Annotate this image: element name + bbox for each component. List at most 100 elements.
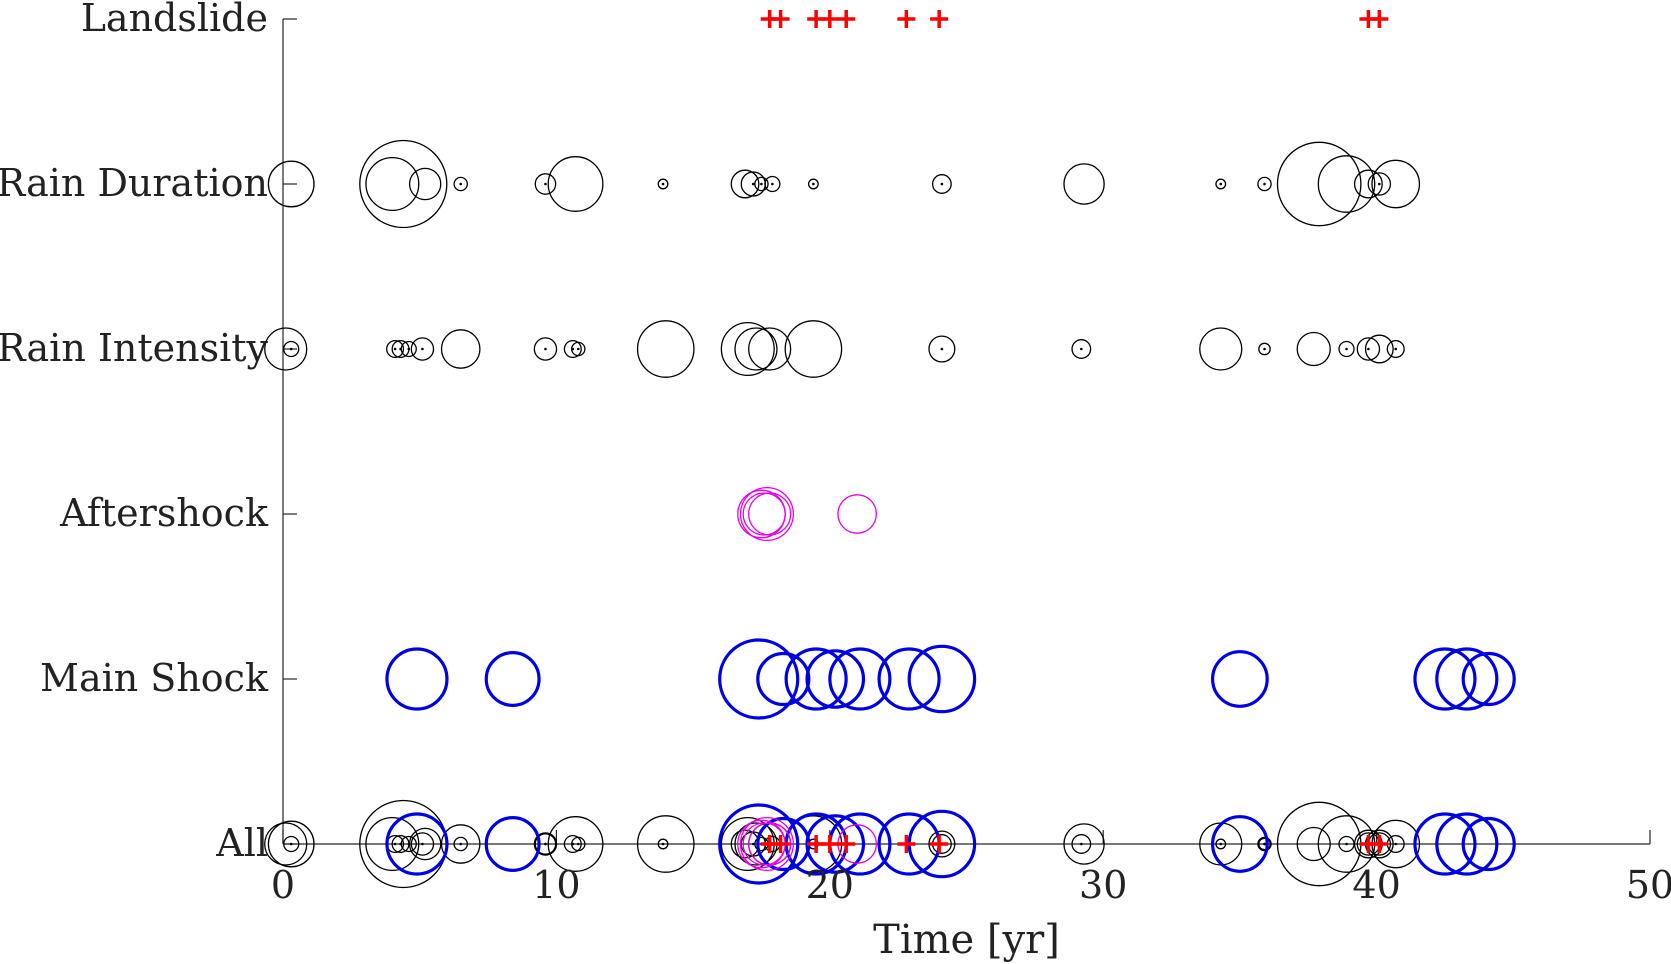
- rain-intensity-marker-all-rain-intensity-7: [533, 832, 558, 856]
- rain-duration-marker-center-rain-duration-7: [661, 182, 665, 186]
- rain-intensity-marker-center-rain-intensity-16: [1080, 347, 1083, 351]
- rain-duration-marker-all-rain-duration-1: [365, 816, 420, 872]
- x-tick-label-20: 20: [806, 863, 854, 907]
- landslide-marker-landslide-3: [820, 10, 839, 28]
- rain-intensity-marker-rain-intensity-20: [1338, 340, 1355, 358]
- main-shock-marker-main-shock-5: [805, 649, 866, 709]
- rain-intensity-marker-center-rain-intensity-4: [407, 347, 411, 351]
- rain-duration-marker-rain-duration-21: [1371, 159, 1421, 209]
- rain-duration-marker-rain-duration-3: [408, 167, 442, 201]
- rain-duration-marker-center-rain-duration-9: [751, 182, 755, 186]
- rain-intensity-marker-center-all-rain-intensity-4: [407, 842, 411, 846]
- rain-duration-marker-rain-duration-15: [1215, 178, 1227, 190]
- rain-intensity-marker-center-all-rain-intensity-18: [1263, 842, 1266, 846]
- rain-intensity-marker-all-rain-intensity-10: [636, 815, 695, 873]
- landslide-marker-all-landslide-5: [897, 835, 916, 853]
- x-tick-label-50: 50: [1626, 863, 1671, 907]
- rain-duration-marker-center-rain-duration-11: [771, 182, 774, 186]
- rain-duration-marker-rain-duration-17: [1276, 141, 1362, 227]
- rain-intensity-marker-all-rain-intensity-19: [1296, 826, 1331, 862]
- rain-duration-marker-center-rain-duration-10: [760, 182, 763, 186]
- rain-duration-marker-rain-duration-4: [453, 176, 468, 192]
- rain-duration-marker-rain-duration-14: [1063, 163, 1105, 205]
- x-tick-label-40: 40: [1352, 863, 1400, 907]
- rain-intensity-marker-rain-intensity-23: [1386, 339, 1405, 359]
- main-shock-marker-all-main-shock-2: [718, 803, 800, 885]
- main-shock-marker-all-main-shock-12: [1461, 816, 1516, 872]
- main-shock-marker-all-main-shock-1: [484, 815, 541, 872]
- landslide-marker-landslide-1: [771, 10, 790, 28]
- rain-duration-marker-rain-duration-6: [547, 156, 604, 212]
- rain-duration-marker-center-all-rain-duration-9: [751, 842, 755, 846]
- rain-intensity-marker-rain-intensity-5: [410, 337, 435, 361]
- axes: [282, 18, 1651, 845]
- rain-intensity-marker-rain-intensity-22: [1364, 334, 1394, 364]
- main-shock-marker-main-shock-3: [756, 651, 811, 707]
- y-tick-label-rain-duration: Rain Duration: [0, 161, 268, 205]
- y-tick-label-landslide: Landslide: [81, 0, 268, 40]
- rain-intensity-marker-all-rain-intensity-8: [563, 834, 582, 854]
- rain-duration-marker-all-rain-duration-6: [547, 816, 604, 872]
- rain-intensity-marker-center-rain-intensity-1: [289, 347, 293, 351]
- rain-intensity-marker-center-all-rain-intensity-9: [576, 842, 580, 846]
- rain-intensity-marker-rain-intensity-17: [1199, 327, 1243, 371]
- rain-duration-marker-rain-duration-2: [359, 139, 448, 229]
- x-tick-label-0: 0: [271, 863, 295, 907]
- rain-duration-marker-center-all-rain-duration-15: [1219, 842, 1223, 846]
- rain-duration-marker-all-rain-duration-16: [1257, 836, 1272, 852]
- main-shock-marker-main-shock-10: [1413, 647, 1477, 711]
- rain-intensity-marker-rain-intensity-7: [533, 337, 558, 361]
- main-shock-marker-main-shock-2: [718, 638, 800, 720]
- rain-duration-marker-rain-duration-13: [931, 174, 952, 194]
- landslide-marker-all-landslide-3: [820, 835, 839, 853]
- main-shock-marker-all-main-shock-11: [1435, 812, 1499, 876]
- chart-marks: [264, 10, 1516, 889]
- rain-intensity-marker-rain-intensity-19: [1296, 331, 1331, 367]
- rain-intensity-marker-rain-intensity-14: [784, 320, 843, 378]
- landslide-marker-landslide-8: [1370, 10, 1389, 28]
- x-tick-label-10: 10: [532, 863, 580, 907]
- aftershock-marker-aftershock-4: [837, 494, 877, 534]
- rain-intensity-marker-rain-intensity-11: [720, 321, 775, 377]
- rain-intensity-marker-center-all-rain-intensity-2: [393, 842, 397, 846]
- rain-intensity-marker-all-rain-intensity-5: [410, 832, 435, 856]
- rain-intensity-marker-rain-intensity-1: [283, 340, 300, 358]
- rain-intensity-marker-all-rain-intensity-20: [1338, 835, 1355, 853]
- rain-duration-marker-center-rain-duration-4: [459, 182, 463, 186]
- rain-duration-marker-all-rain-duration-5: [534, 833, 557, 855]
- main-shock-marker-all-main-shock-9: [1210, 815, 1269, 873]
- rain-intensity-marker-center-all-rain-intensity-20: [1345, 842, 1348, 846]
- aftershock-marker-aftershock-2: [739, 486, 794, 542]
- rain-duration-marker-rain-duration-12: [807, 178, 819, 190]
- rain-intensity-marker-all-rain-intensity-4: [400, 835, 417, 853]
- rain-intensity-marker-all-rain-intensity-16: [1071, 834, 1092, 854]
- rain-duration-marker-rain-duration-11: [764, 175, 781, 193]
- rain-intensity-marker-all-rain-intensity-9: [571, 836, 586, 852]
- y-tick-label-rain-intensity: Rain Intensity: [0, 326, 269, 370]
- rain-duration-marker-all-rain-duration-4: [453, 836, 468, 852]
- rain-intensity-marker-center-rain-intensity-2: [393, 347, 397, 351]
- rain-intensity-marker-all-rain-intensity-18: [1258, 837, 1271, 851]
- main-shock-marker-main-shock-1: [484, 650, 541, 707]
- rain-duration-marker-center-all-rain-duration-4: [459, 842, 463, 846]
- main-shock-marker-all-main-shock-0: [385, 812, 449, 876]
- y-tick-label-all: All: [215, 821, 268, 865]
- main-shock-marker-main-shock-0: [385, 647, 449, 711]
- landslide-marker-all-landslide-8: [1370, 835, 1389, 853]
- rain-duration-marker-all-rain-duration-0: [267, 820, 315, 868]
- landslide-marker-landslide-4: [837, 10, 856, 28]
- rain-duration-marker-rain-duration-7: [657, 178, 669, 190]
- rain-intensity-marker-rain-intensity-13: [748, 327, 792, 371]
- rain-duration-marker-rain-duration-10: [754, 176, 769, 192]
- rain-intensity-marker-rain-intensity-4: [400, 340, 417, 358]
- rain-duration-marker-center-rain-duration-5: [544, 182, 547, 186]
- rain-intensity-marker-rain-intensity-6: [440, 329, 481, 369]
- rain-duration-marker-all-rain-duration-15: [1215, 838, 1227, 850]
- rain-intensity-marker-center-all-rain-intensity-16: [1080, 842, 1083, 846]
- rain-duration-marker-center-rain-duration-15: [1219, 182, 1223, 186]
- rain-duration-marker-rain-duration-5: [534, 173, 557, 195]
- x-tick-label-30: 30: [1079, 863, 1127, 907]
- rain-duration-marker-rain-duration-0: [267, 160, 315, 208]
